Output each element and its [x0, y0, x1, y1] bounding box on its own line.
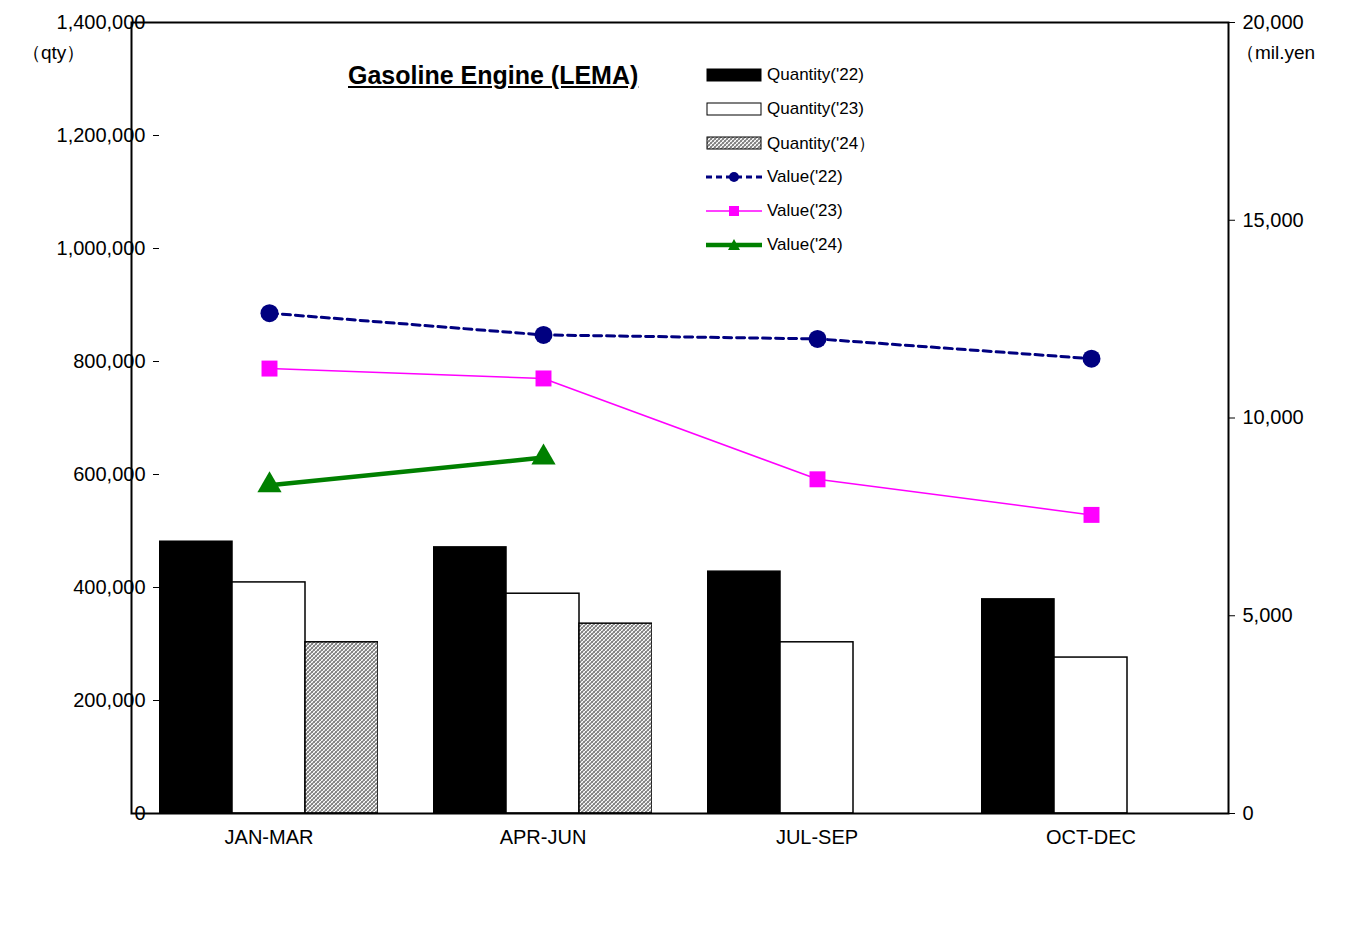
html-text:Gasoline Engine (LEMA): Gasoline Engine (LEMA)	[348, 61, 639, 89]
html-text:Value('24): Value('24)	[767, 235, 843, 254]
svg-text:1,400,000: 1,400,000	[57, 11, 146, 33]
svg-text:600,000: 600,000	[73, 463, 145, 485]
svg-text:400,000: 400,000	[73, 576, 145, 598]
svg-text:10,000: 10,000	[1243, 406, 1304, 428]
html-text:Quantity('22): Quantity('22)	[767, 65, 864, 84]
html-text:Value('23): Value('23)	[767, 201, 843, 220]
html-text:Quantity('23): Quantity('23)	[767, 99, 864, 118]
svg-text:JAN-MAR: JAN-MAR	[225, 826, 314, 848]
html-text:（qty）: （qty）	[22, 42, 86, 63]
svg-text:0: 0	[1243, 802, 1254, 824]
svg-text:800,000: 800,000	[73, 350, 145, 372]
svg-text:1,200,000: 1,200,000	[57, 124, 146, 146]
svg-text:0: 0	[134, 802, 145, 824]
html-text:Quantity('24）: Quantity('24）	[767, 133, 876, 153]
svg-text:200,000: 200,000	[73, 689, 145, 711]
svg-text:APR-JUN: APR-JUN	[500, 826, 587, 848]
svg-text:15,000: 15,000	[1243, 209, 1304, 231]
svg-text:5,000: 5,000	[1243, 604, 1293, 626]
html-text:（mil.yen: （mil.yen	[1236, 42, 1316, 63]
svg-text:1,000,000: 1,000,000	[57, 237, 146, 259]
svg-text:JUL-SEP: JUL-SEP	[776, 826, 858, 848]
svg-text:OCT-DEC: OCT-DEC	[1046, 826, 1136, 848]
svg-text:20,000: 20,000	[1243, 11, 1304, 33]
html-text:Value('22): Value('22)	[767, 167, 843, 186]
